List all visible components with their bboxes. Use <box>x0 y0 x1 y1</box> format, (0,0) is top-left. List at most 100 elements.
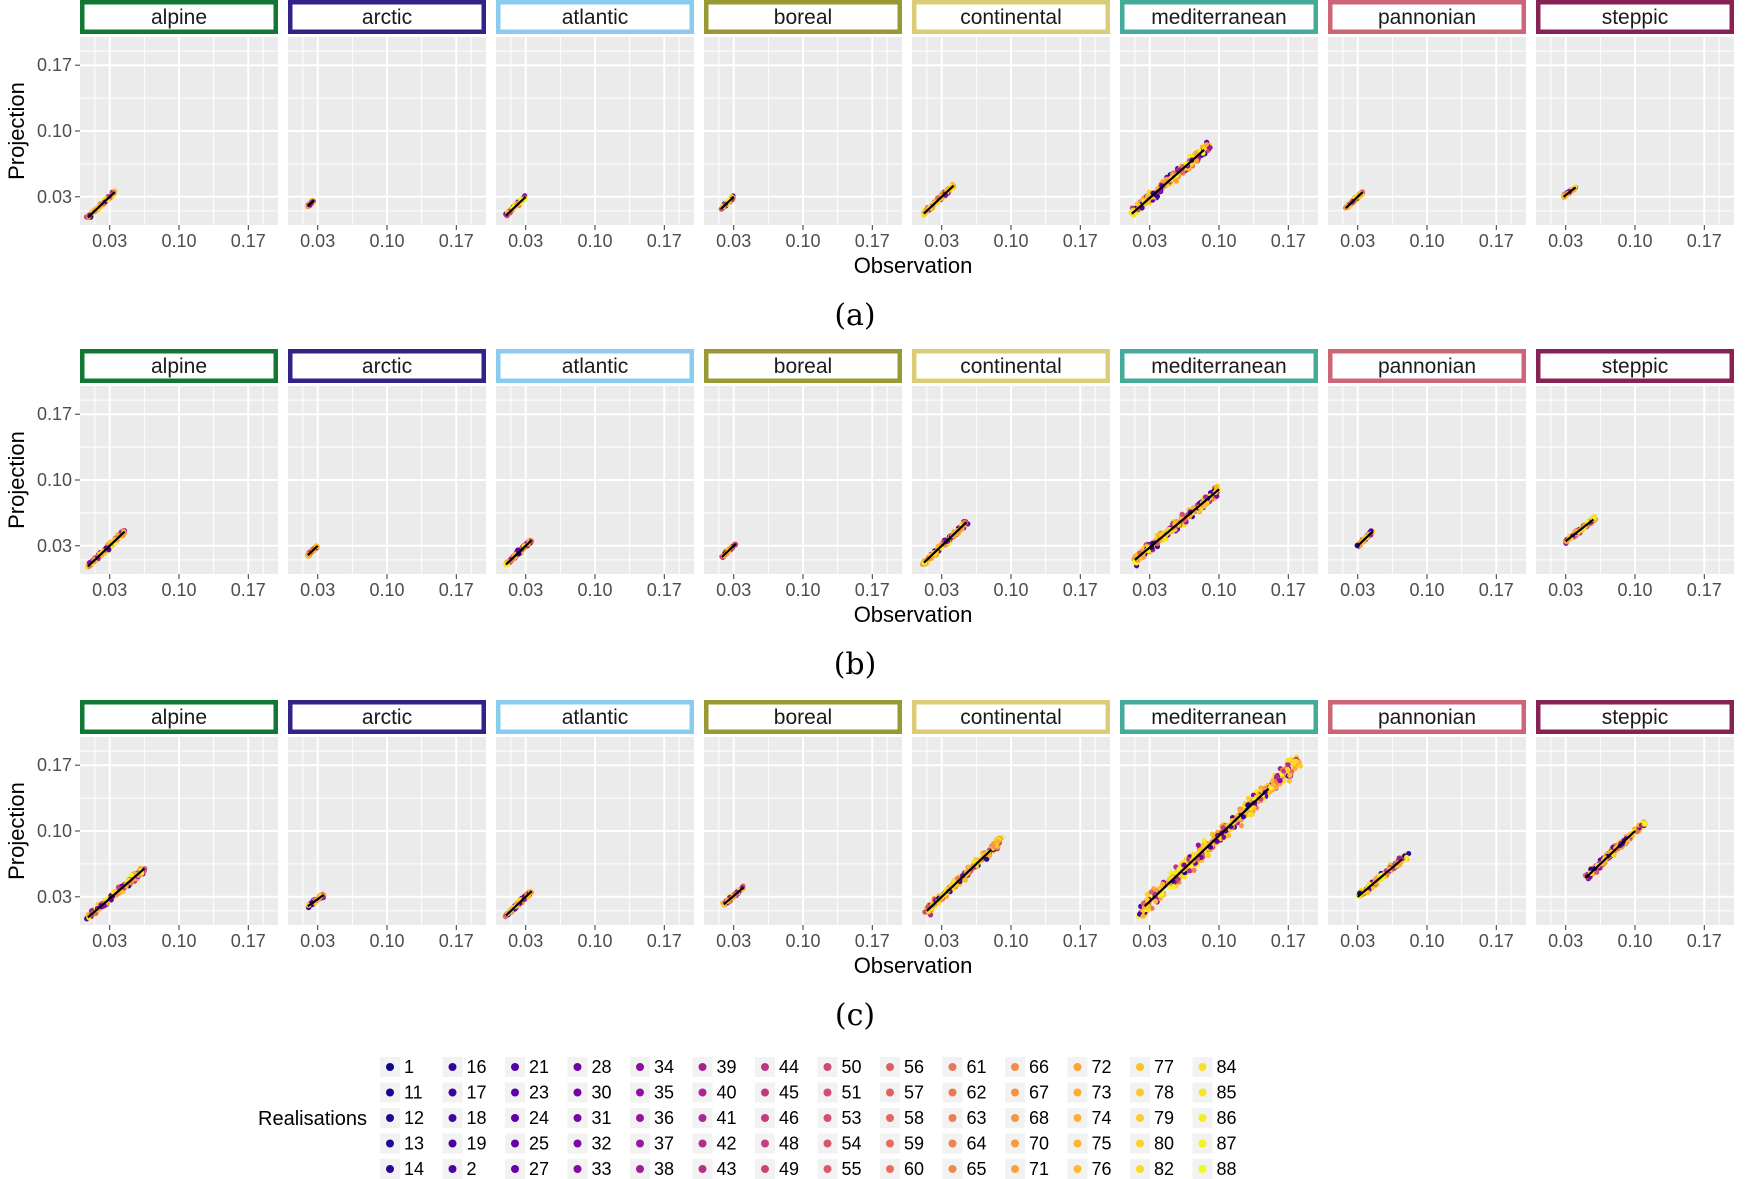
x-tick-label: 0.03 <box>92 580 127 600</box>
legend-label: 19 <box>467 1134 487 1154</box>
legend-swatch <box>1136 1063 1144 1071</box>
x-tick-label: 0.03 <box>300 231 335 251</box>
x-tick-label: 0.03 <box>508 231 543 251</box>
legend-swatch <box>1073 1063 1082 1071</box>
facet-strip <box>496 700 694 734</box>
legend-item: 16 <box>442 1057 487 1077</box>
x-tick-label: 0.03 <box>1340 231 1375 251</box>
legend-item: 80 <box>1130 1133 1174 1154</box>
y-tick-label: 0.17 <box>37 755 72 775</box>
legend-swatch <box>1011 1063 1019 1071</box>
data-point <box>1193 150 1199 156</box>
legend-label: 33 <box>592 1159 612 1179</box>
x-tick-label: 0.17 <box>231 931 266 951</box>
x-tick-label: 0.10 <box>1617 231 1652 251</box>
facet-strip-label: atlantic <box>562 706 629 729</box>
legend-item: 50 <box>817 1057 862 1077</box>
facet-strip <box>912 0 1110 34</box>
data-point <box>1179 511 1185 517</box>
x-tick-label: 0.17 <box>1063 580 1098 600</box>
legend-label: 30 <box>592 1083 612 1103</box>
x-tick-label: 0.10 <box>577 231 612 251</box>
legend-label: 87 <box>1217 1134 1237 1154</box>
data-point <box>128 872 134 878</box>
legend-item: 24 <box>505 1108 549 1128</box>
legend-swatch <box>573 1165 582 1173</box>
x-tick-label: 0.17 <box>1271 931 1306 951</box>
legend-item: 14 <box>380 1159 424 1179</box>
legend-swatch <box>698 1114 707 1122</box>
data-point <box>1277 778 1283 784</box>
legend-item: 43 <box>692 1159 737 1179</box>
legend-swatch <box>386 1088 394 1097</box>
data-point <box>1180 170 1186 176</box>
legend-label: 85 <box>1217 1083 1237 1103</box>
legend-item: 1 <box>380 1057 414 1077</box>
legend-label: 60 <box>904 1159 924 1179</box>
legend-swatch <box>761 1114 769 1122</box>
legend-swatch <box>948 1114 957 1122</box>
fit-line <box>87 867 146 919</box>
legend-item: 19 <box>442 1133 487 1154</box>
chart-caption: (b) <box>834 647 877 682</box>
data-point <box>995 838 1001 844</box>
x-tick-label: 0.17 <box>231 580 266 600</box>
facet-steppic: steppic 0.03 0.10 0.17 <box>1536 349 1734 600</box>
legend-label: 84 <box>1217 1057 1237 1077</box>
fit-line <box>307 894 325 908</box>
legend-swatch <box>636 1139 644 1148</box>
fit-line <box>505 539 533 566</box>
facet-strip-label: pannonian <box>1378 355 1476 378</box>
facet-strip <box>1328 349 1526 383</box>
legend-item: 30 <box>567 1082 612 1103</box>
legend-item: 2 <box>442 1159 477 1179</box>
data-point <box>1238 823 1245 829</box>
facet-strip-label: boreal <box>774 6 832 29</box>
facet-strip <box>496 349 694 383</box>
data-point <box>1205 852 1211 859</box>
legend-swatch <box>1198 1088 1207 1097</box>
legend-label: 79 <box>1154 1108 1174 1128</box>
x-tick-label: 0.17 <box>1063 931 1098 951</box>
legend-swatch <box>448 1088 457 1097</box>
legend-item: 71 <box>1005 1159 1049 1179</box>
facet-pannonian: pannonian 0.03 0.10 0.17 <box>1328 349 1526 600</box>
legend-swatch <box>573 1088 582 1097</box>
legend-swatch <box>886 1114 894 1122</box>
legend-item: 37 <box>630 1133 674 1154</box>
data-point <box>1134 201 1140 207</box>
data-point <box>1173 178 1179 184</box>
x-tick-label: 0.17 <box>231 231 266 251</box>
data-point <box>1154 193 1161 199</box>
legend-item: 32 <box>567 1133 612 1154</box>
x-tick-label: 0.03 <box>1548 231 1583 251</box>
legend-label: 35 <box>654 1083 674 1103</box>
legend-item: 39 <box>692 1057 737 1077</box>
facet-arctic: arctic 0.03 0.10 0.17 <box>288 0 486 251</box>
data-point <box>1270 782 1276 788</box>
legend-swatch <box>386 1165 394 1173</box>
x-tick-label: 0.03 <box>1340 931 1375 951</box>
legend-label: 77 <box>1154 1057 1174 1077</box>
legend-swatch <box>1198 1139 1207 1148</box>
x-tick-label: 0.03 <box>1548 931 1583 951</box>
legend-item: 61 <box>942 1057 987 1077</box>
legend-label: 27 <box>529 1159 549 1179</box>
facet-alpine: alpine 0.03 0.10 0.17 0.03 0.10 0.17 <box>37 0 278 251</box>
facet-strip <box>1120 349 1318 383</box>
legend-swatch <box>886 1088 894 1097</box>
data-point <box>1153 898 1159 904</box>
fit-line <box>505 890 533 917</box>
legend-label: 64 <box>967 1134 987 1154</box>
legend-swatch <box>1073 1114 1082 1122</box>
facet-pannonian: pannonian 0.03 0.10 0.17 <box>1328 0 1526 251</box>
legend-item: 73 <box>1067 1082 1112 1103</box>
y-axis-title: Projection <box>4 82 29 180</box>
facet-strip-label: boreal <box>774 355 832 378</box>
facet-strip <box>288 700 486 734</box>
facet-strip-label: alpine <box>151 355 207 378</box>
legend-swatch <box>823 1114 832 1122</box>
legend-swatch <box>823 1063 832 1071</box>
legend-swatch <box>948 1088 957 1097</box>
facet-strip <box>1120 700 1318 734</box>
